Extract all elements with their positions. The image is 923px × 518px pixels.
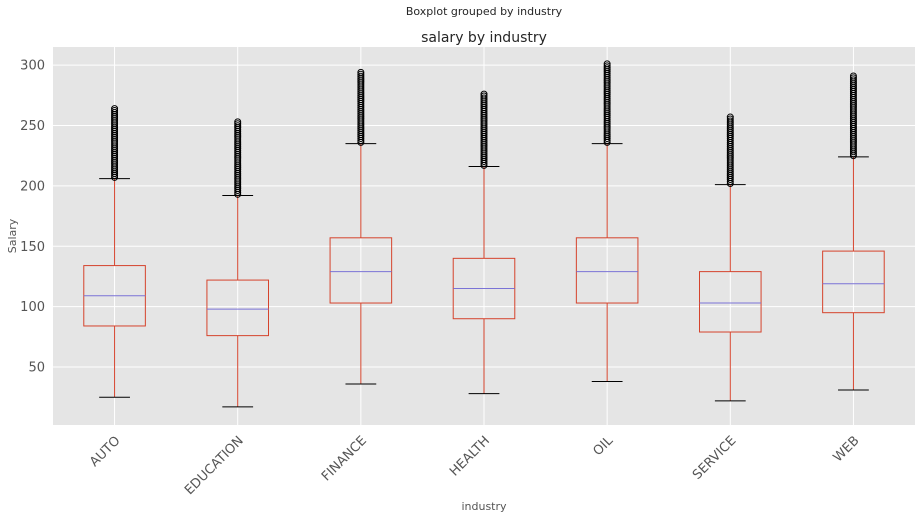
- flier-point: [726, 117, 734, 125]
- flier-point: [603, 62, 611, 70]
- x-tick-label-auto: AUTO: [87, 433, 123, 469]
- x-tick-label-service: SERVICE: [690, 433, 739, 482]
- flier-point: [849, 74, 857, 82]
- flier-point: [234, 122, 242, 130]
- box-oil: [575, 237, 639, 304]
- box-group-web: [822, 72, 885, 391]
- y-tick-label-100: 100: [20, 300, 45, 315]
- flier-point: [111, 105, 119, 113]
- flier-point: [849, 72, 857, 80]
- flier-point: [234, 118, 242, 126]
- box-education: [206, 279, 270, 337]
- x-tick-label-finance: FINANCE: [319, 433, 370, 484]
- fliers-finance: [357, 68, 365, 146]
- flier-point: [480, 90, 488, 98]
- y-tick-label-50: 50: [28, 361, 45, 376]
- box-service: [699, 271, 762, 333]
- box-group-service: [699, 113, 762, 402]
- chart-suptitle: Boxplot grouped by industry: [406, 5, 563, 18]
- x-tick-label-education: EDUCATION: [182, 433, 247, 498]
- flier-point: [111, 107, 119, 115]
- box-group-oil: [575, 60, 639, 383]
- y-tick-label-300: 300: [20, 59, 45, 74]
- flier-point: [357, 68, 365, 76]
- x-tick-label-health: HEALTH: [447, 433, 493, 479]
- y-axis-label: Salary: [6, 218, 19, 253]
- x-tick-label-web: WEB: [831, 433, 863, 465]
- flier-point: [603, 64, 611, 72]
- box-group-health: [452, 90, 516, 395]
- flier-point: [234, 120, 242, 128]
- flier-point: [111, 108, 119, 116]
- flier-point: [726, 115, 734, 123]
- flier-point: [357, 70, 365, 78]
- box-group-education: [206, 118, 270, 408]
- flier-point: [726, 113, 734, 121]
- box-web: [822, 250, 885, 314]
- flier-point: [603, 60, 611, 68]
- fliers-auto: [111, 105, 119, 181]
- box-finance: [329, 237, 393, 304]
- fliers-service: [726, 113, 734, 187]
- flier-point: [849, 76, 857, 84]
- flier-point: [480, 94, 488, 102]
- box-group-auto: [83, 105, 146, 398]
- y-tick-label-150: 150: [20, 240, 45, 255]
- box-group-finance: [329, 68, 393, 385]
- x-tick-label-oil: OIL: [591, 433, 617, 459]
- flier-point: [480, 92, 488, 100]
- fliers-oil: [603, 60, 611, 146]
- fliers-web: [849, 72, 857, 160]
- y-tick-label-250: 250: [20, 119, 45, 134]
- chart-title: salary by industry: [421, 30, 547, 46]
- box-layer: [83, 60, 885, 408]
- y-tick-label-200: 200: [20, 179, 45, 194]
- x-axis-label: industry: [461, 500, 507, 513]
- flier-point: [357, 72, 365, 80]
- fliers-education: [234, 118, 242, 198]
- fliers-health: [480, 90, 488, 169]
